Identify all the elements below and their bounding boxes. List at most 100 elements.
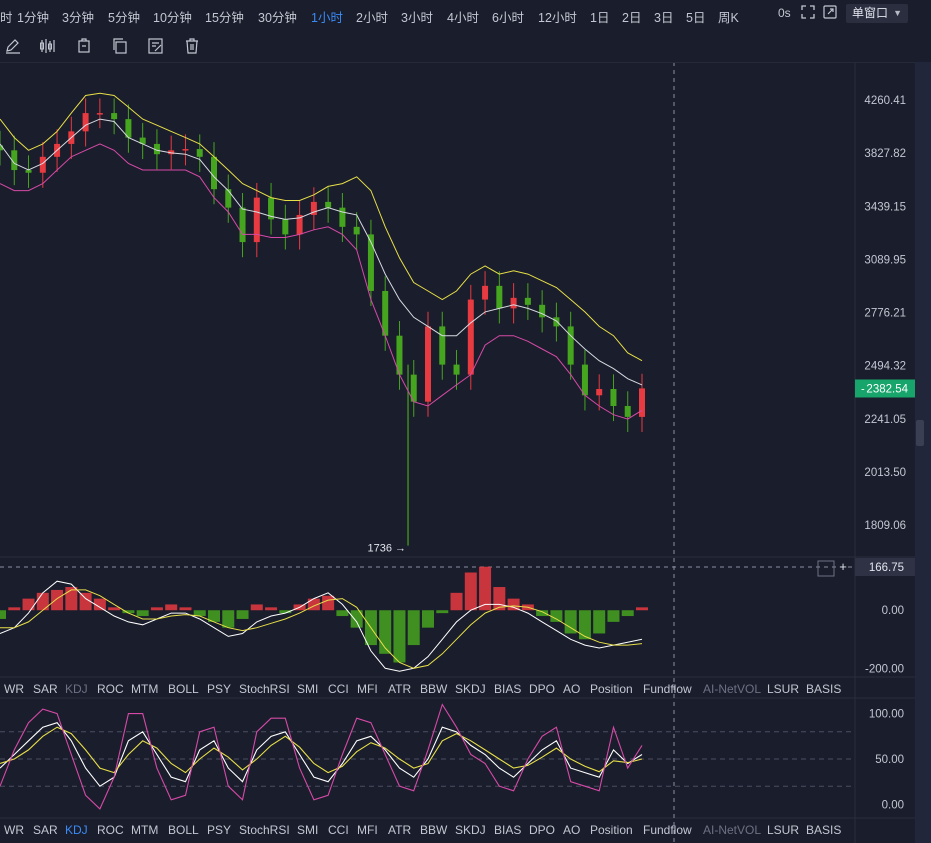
upper-tab-dpo[interactable]: DPO xyxy=(529,682,556,696)
lower-tab-basis[interactable]: BASIS xyxy=(806,823,842,837)
lower-tab-mfi[interactable]: MFI xyxy=(357,823,378,837)
macd-bar xyxy=(165,604,178,611)
upper-tab-ao[interactable]: AO xyxy=(563,682,581,696)
lower-tab-bbw[interactable]: BBW xyxy=(420,823,448,837)
candle-body xyxy=(567,326,574,365)
macd-bar xyxy=(307,598,320,611)
countdown-label: 0s xyxy=(778,6,791,20)
upper-tab-cci[interactable]: CCI xyxy=(328,682,349,696)
upper-tab-smi[interactable]: SMI xyxy=(297,682,319,696)
upper-tab-mtm[interactable]: MTM xyxy=(131,682,159,696)
timeframe-16[interactable]: 5日 xyxy=(686,11,706,25)
window-mode-label: 单窗口 xyxy=(852,6,889,20)
lower-tab-atr[interactable]: ATR xyxy=(388,823,412,837)
timeframe-17[interactable]: 周K xyxy=(718,11,739,25)
candle-body xyxy=(610,389,617,406)
timeframe-13[interactable]: 1日 xyxy=(590,11,610,25)
window-mode-select[interactable]: 单窗口 ▼ xyxy=(846,4,908,23)
timeframe-1[interactable]: 1分钟 xyxy=(17,11,49,25)
candle-body xyxy=(425,326,431,402)
note-edit-icon[interactable] xyxy=(147,37,165,55)
upper-tab-fundflow[interactable]: Fundflow xyxy=(643,682,692,696)
trash-icon[interactable] xyxy=(183,37,201,55)
upper-tab-basis[interactable]: BASIS xyxy=(806,682,842,696)
lower-tab-dpo[interactable]: DPO xyxy=(529,823,556,837)
chevron-down-icon: ▼ xyxy=(893,8,902,18)
timeframe-toolbar: 时 1分钟 3分钟 5分钟 10分钟 15分钟 30分钟 1小时 2小时 3小时 4小时 6小时 12小… xyxy=(0,0,931,29)
upper-tab-boll[interactable]: BOLL xyxy=(168,682,199,696)
upper-tab-bbw[interactable]: BBW xyxy=(420,682,448,696)
candle-body xyxy=(211,156,217,190)
upper-tab-bias[interactable]: BIAS xyxy=(494,682,522,696)
upper-tab-psy[interactable]: PSY xyxy=(207,682,232,696)
upper-tab-lsur[interactable]: LSUR xyxy=(767,682,800,696)
timeframe-9[interactable]: 3小时 xyxy=(401,11,433,25)
timeframe-4[interactable]: 10分钟 xyxy=(153,11,192,25)
kdj-k-line xyxy=(0,722,643,787)
timeframe-14[interactable]: 2日 xyxy=(622,11,642,25)
candle-body xyxy=(225,189,232,208)
current-price-dash: - xyxy=(861,383,865,395)
macd-bar xyxy=(150,607,163,611)
upper-tab-mfi[interactable]: MFI xyxy=(357,682,378,696)
copy-icon[interactable] xyxy=(111,37,129,55)
candle-body xyxy=(296,214,303,235)
candle-body xyxy=(96,113,103,115)
collapse-handle[interactable] xyxy=(916,420,924,446)
upper-tab-sar[interactable]: SAR xyxy=(33,682,58,696)
price-axis-label: 3439.15 xyxy=(864,201,906,213)
right-scroll-strip[interactable] xyxy=(915,62,931,843)
upper-tab-wr[interactable]: WR xyxy=(4,682,24,696)
timeframe-11[interactable]: 6小时 xyxy=(492,11,524,25)
lower-tab-psy[interactable]: PSY xyxy=(207,823,232,837)
lower-tab-kdj[interactable]: KDJ xyxy=(65,823,88,837)
upper-tab-position[interactable]: Position xyxy=(590,682,633,696)
upper-tab-kdj[interactable]: KDJ xyxy=(65,682,88,696)
upper-tab-atr[interactable]: ATR xyxy=(388,682,412,696)
popout-icon[interactable] xyxy=(823,5,837,19)
lower-tab-boll[interactable]: BOLL xyxy=(168,823,199,837)
lower-tab-roc[interactable]: ROC xyxy=(97,823,124,837)
timeframe-8[interactable]: 2小时 xyxy=(356,11,388,25)
timeframe-7[interactable]: 1小时 xyxy=(311,11,343,25)
timeframe-0[interactable]: 时 xyxy=(0,11,13,25)
lower-tab-lsur[interactable]: LSUR xyxy=(767,823,800,837)
candlestick-icon[interactable] xyxy=(39,37,57,55)
timeframe-15[interactable]: 3日 xyxy=(654,11,674,25)
low-marker-label: 1736 → xyxy=(367,543,406,555)
lower-tab-bias[interactable]: BIAS xyxy=(494,823,522,837)
upper-tab-stochrsi[interactable]: StochRSI xyxy=(239,682,290,696)
lower-tab-ao[interactable]: AO xyxy=(563,823,581,837)
timeframe-12[interactable]: 12小时 xyxy=(538,11,577,25)
fullscreen-icon[interactable] xyxy=(801,5,815,19)
timeframe-5[interactable]: 15分钟 xyxy=(205,11,244,25)
crosshair-plus-icon: + xyxy=(839,559,847,574)
lower-tab-fundflow[interactable]: Fundflow xyxy=(643,823,692,837)
lower-tab-stochrsi[interactable]: StochRSI xyxy=(239,823,290,837)
candle-body xyxy=(282,219,289,235)
lower-tab-mtm[interactable]: MTM xyxy=(131,823,159,837)
clipboard-icon[interactable] xyxy=(75,37,93,55)
timeframe-10[interactable]: 4小时 xyxy=(447,11,479,25)
candle-body xyxy=(539,304,546,318)
lower-tab-position[interactable]: Position xyxy=(590,823,633,837)
lower-tab-ai-netvol[interactable]: AI-NetVOL xyxy=(703,823,762,837)
candle-body xyxy=(125,119,132,138)
timeframe-2[interactable]: 3分钟 xyxy=(62,11,94,25)
upper-tab-skdj[interactable]: SKDJ xyxy=(455,682,486,696)
macd-axis-label: 0.00 xyxy=(882,605,904,617)
timeframe-6[interactable]: 30分钟 xyxy=(258,11,297,25)
lower-tab-skdj[interactable]: SKDJ xyxy=(455,823,486,837)
indicator-tabs-lower: WR SAR KDJ ROC MTM BOLL PSY StochRSI SMI CCI MFI AT… xyxy=(0,823,860,843)
timeframe-3[interactable]: 5分钟 xyxy=(108,11,140,25)
lower-tab-cci[interactable]: CCI xyxy=(328,823,349,837)
macd-axis-label: -200.00 xyxy=(865,663,904,675)
lower-tab-sar[interactable]: SAR xyxy=(33,823,58,837)
lower-tab-smi[interactable]: SMI xyxy=(297,823,319,837)
upper-tab-ai-netvol[interactable]: AI-NetVOL xyxy=(703,682,762,696)
lower-tab-wr[interactable]: WR xyxy=(4,823,24,837)
upper-tab-roc[interactable]: ROC xyxy=(97,682,124,696)
pencil-icon[interactable] xyxy=(4,37,22,55)
macd-bar xyxy=(593,610,606,634)
